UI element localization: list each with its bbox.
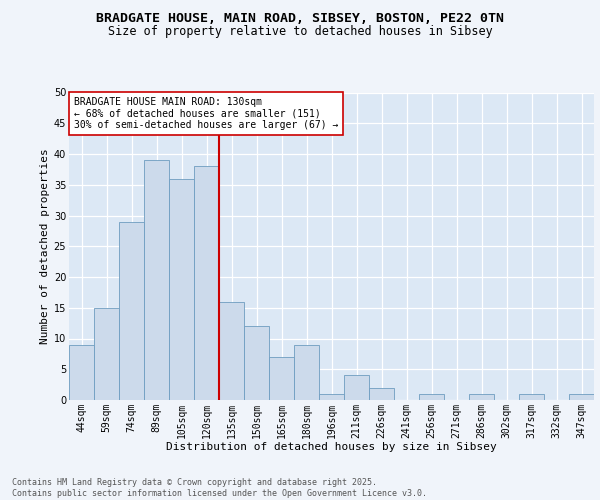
Bar [144, 160, 169, 400]
Bar [569, 394, 594, 400]
Bar [319, 394, 344, 400]
Bar [194, 166, 219, 400]
Text: BRADGATE HOUSE, MAIN ROAD, SIBSEY, BOSTON, PE22 0TN: BRADGATE HOUSE, MAIN ROAD, SIBSEY, BOSTO… [96, 12, 504, 26]
Bar [519, 394, 544, 400]
Bar [469, 394, 494, 400]
X-axis label: Distribution of detached houses by size in Sibsey: Distribution of detached houses by size … [166, 442, 497, 452]
Bar [169, 178, 194, 400]
Y-axis label: Number of detached properties: Number of detached properties [40, 148, 50, 344]
Text: BRADGATE HOUSE MAIN ROAD: 130sqm
← 68% of detached houses are smaller (151)
30% : BRADGATE HOUSE MAIN ROAD: 130sqm ← 68% o… [74, 97, 338, 130]
Bar [69, 344, 94, 400]
Bar [294, 344, 319, 400]
Bar [219, 302, 244, 400]
Text: Size of property relative to detached houses in Sibsey: Size of property relative to detached ho… [107, 24, 493, 38]
Bar [419, 394, 444, 400]
Bar [344, 376, 369, 400]
Bar [269, 357, 294, 400]
Text: Contains HM Land Registry data © Crown copyright and database right 2025.
Contai: Contains HM Land Registry data © Crown c… [12, 478, 427, 498]
Bar [244, 326, 269, 400]
Bar [119, 222, 144, 400]
Bar [94, 308, 119, 400]
Bar [369, 388, 394, 400]
